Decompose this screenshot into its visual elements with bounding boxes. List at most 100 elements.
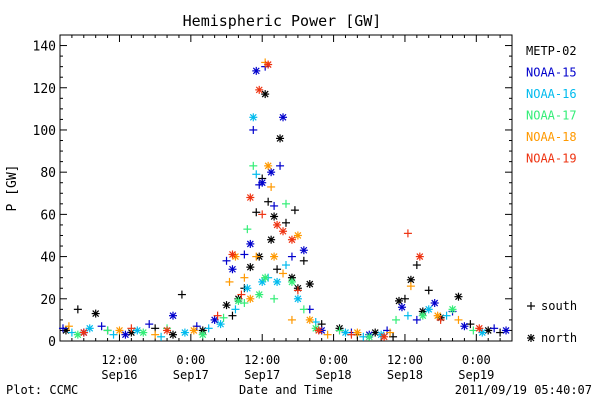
south-point (243, 225, 252, 234)
south-point (145, 320, 154, 329)
north-point (258, 277, 267, 286)
north-point (279, 113, 288, 122)
south-point (347, 330, 356, 339)
north-point (293, 231, 302, 240)
north-point (139, 328, 148, 337)
timestamp: 2011/09/19 05:40:07 (455, 383, 592, 397)
north-point (478, 328, 487, 337)
north-point (484, 326, 493, 335)
south-point (249, 161, 258, 170)
south-point (127, 324, 136, 333)
north-point (255, 85, 264, 94)
north-point (246, 294, 255, 303)
south-point (252, 208, 261, 217)
south-point (392, 315, 401, 324)
north-point (243, 284, 252, 293)
south-point (490, 324, 499, 333)
x-tick-date-label: Sep18 (316, 368, 352, 382)
x-tick-date-label: Sep17 (173, 368, 209, 382)
north-point (371, 328, 380, 337)
x-tick-time-label: 0:00 (319, 353, 348, 367)
north-point (430, 299, 439, 308)
y-tick-label: 100 (33, 124, 56, 139)
south-point (222, 256, 231, 265)
north-point (305, 315, 314, 324)
north-point (365, 332, 374, 341)
south-point (204, 324, 213, 333)
y-axis-label: P [GW] (5, 165, 20, 212)
north-point (273, 220, 282, 229)
south-point (386, 328, 395, 337)
north-point (189, 326, 198, 335)
south-point (228, 311, 237, 320)
north-point (169, 330, 177, 339)
north-point (299, 246, 308, 255)
south-point (287, 252, 296, 261)
north-point (246, 239, 255, 248)
x-tick-time-label: 12:00 (244, 353, 280, 367)
north-point (258, 178, 267, 187)
south-point (276, 161, 285, 170)
south-point (299, 256, 308, 265)
south-point (290, 206, 299, 215)
y-tick-label: 40 (40, 251, 56, 266)
legend-marker-label: north (541, 331, 577, 345)
x-axis-label: Date and Time (239, 383, 333, 397)
south-point (225, 277, 234, 286)
north-point (380, 332, 389, 341)
south-point (231, 305, 240, 314)
north-point (246, 263, 255, 272)
x-tick-time-label: 12:00 (387, 353, 423, 367)
south-point (323, 330, 332, 339)
south-point (192, 322, 201, 331)
north-point (73, 330, 82, 339)
legend-series-label: NOAA-17 (526, 109, 577, 123)
north-point (460, 322, 469, 331)
north-point (418, 311, 427, 320)
north-point (293, 294, 302, 303)
south-point (282, 218, 290, 227)
legend-series-label: NOAA-16 (526, 87, 577, 101)
south-point (282, 261, 290, 270)
south-point (293, 286, 302, 295)
north-point (424, 305, 433, 314)
north-point (121, 330, 130, 339)
south-point (177, 290, 186, 299)
north-point (180, 328, 189, 337)
plot-credit: Plot: CCMC (6, 383, 78, 397)
north-point (85, 324, 94, 333)
north-point (448, 305, 457, 314)
south-point (58, 324, 67, 333)
south-point (249, 125, 258, 134)
north-point (267, 235, 276, 244)
south-point (151, 330, 160, 339)
x-tick-time-label: 0:00 (176, 353, 205, 367)
north-point (169, 311, 177, 320)
x-axis: 12:00Sep160:00Sep1712:00Sep170:00Sep1812… (59, 35, 513, 382)
data-points (58, 58, 511, 341)
north-point (228, 250, 237, 259)
north-point (246, 193, 255, 202)
south-point (299, 305, 308, 314)
south-point (424, 286, 433, 295)
north-point (397, 303, 406, 312)
north-point (261, 90, 270, 99)
south-point (496, 328, 505, 337)
south-point (436, 315, 445, 324)
north-point (433, 311, 442, 320)
legend: METP-02 NOAA-15 NOAA-16 NOAA-17 NOAA-18 NOAA-… (526, 44, 577, 345)
south-point (252, 170, 261, 179)
legend-series-label: NOAA-15 (526, 66, 577, 80)
south-point (103, 326, 112, 335)
south-point (403, 311, 412, 320)
south-point (389, 332, 398, 341)
south-point (400, 294, 409, 303)
south-point (258, 210, 267, 219)
south-point (73, 305, 82, 314)
north-point (163, 326, 172, 335)
north-point (255, 290, 264, 299)
north-point (270, 212, 279, 221)
north-point (415, 252, 424, 261)
south-point (442, 311, 451, 320)
